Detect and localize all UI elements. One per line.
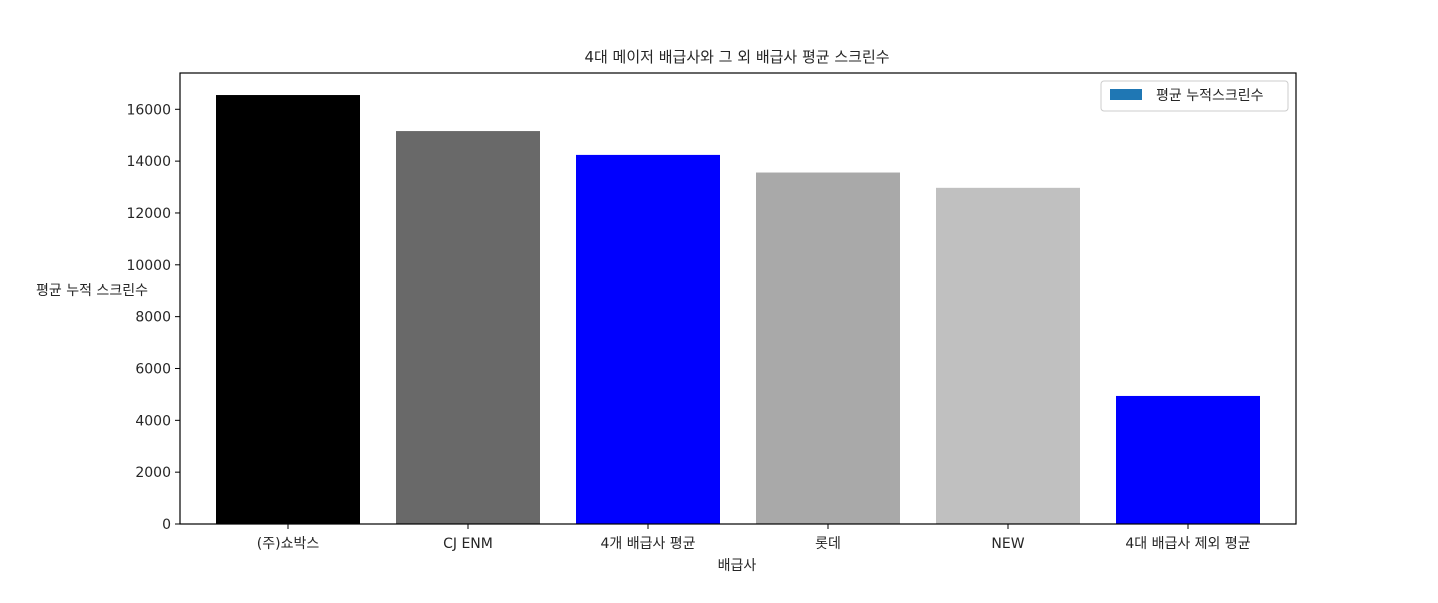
y-tick-label: 12000 [126, 206, 171, 222]
bar-0 [216, 95, 360, 524]
bars-layer [216, 95, 1260, 525]
x-axis-ticks: (주)쇼박스 CJ ENM 4개 배급사 평균 롯데 NEW 4대 배급사 제외 평균 [257, 524, 1251, 552]
y-tick-label: 8000 [135, 310, 171, 326]
x-tick-label: (주)쇼박스 [257, 536, 320, 552]
y-tick-label: 10000 [126, 258, 171, 274]
y-axis-label: 평균 누적 스크린수 [36, 283, 148, 299]
x-axis-label: 배급사 [718, 558, 757, 574]
y-tick-label: 2000 [135, 465, 171, 481]
chart-title: 4대 메이저 배급사와 그 외 배급사 평균 스크린수 [584, 48, 889, 66]
bar-4 [936, 187, 1080, 525]
legend-swatch [1110, 89, 1142, 100]
bar-3 [756, 172, 900, 524]
y-tick-label: 6000 [135, 361, 171, 377]
x-tick-label: 4대 배급사 제외 평균 [1125, 536, 1250, 552]
y-tick-label: 16000 [126, 102, 171, 118]
legend-label: 평균 누적스크린수 [1156, 88, 1264, 104]
plot-frame [179, 72, 1297, 525]
x-tick-label: 4개 배급사 평균 [600, 536, 695, 552]
y-axis-ticks: 0 2000 4000 6000 8000 10000 12000 14000 16000 [126, 102, 180, 533]
x-tick-label: 롯데 [815, 536, 841, 552]
bar-5 [1116, 395, 1260, 524]
legend: 평균 누적스크린수 [1100, 80, 1289, 112]
y-tick-label: 4000 [135, 413, 171, 429]
y-tick-label: 14000 [126, 154, 171, 170]
x-tick-label: NEW [991, 536, 1024, 552]
bar-2 [576, 154, 720, 524]
legend-frame [1100, 80, 1289, 112]
x-tick-label: CJ ENM [443, 536, 493, 552]
bar-1 [396, 131, 540, 525]
y-tick-label: 0 [162, 517, 171, 533]
